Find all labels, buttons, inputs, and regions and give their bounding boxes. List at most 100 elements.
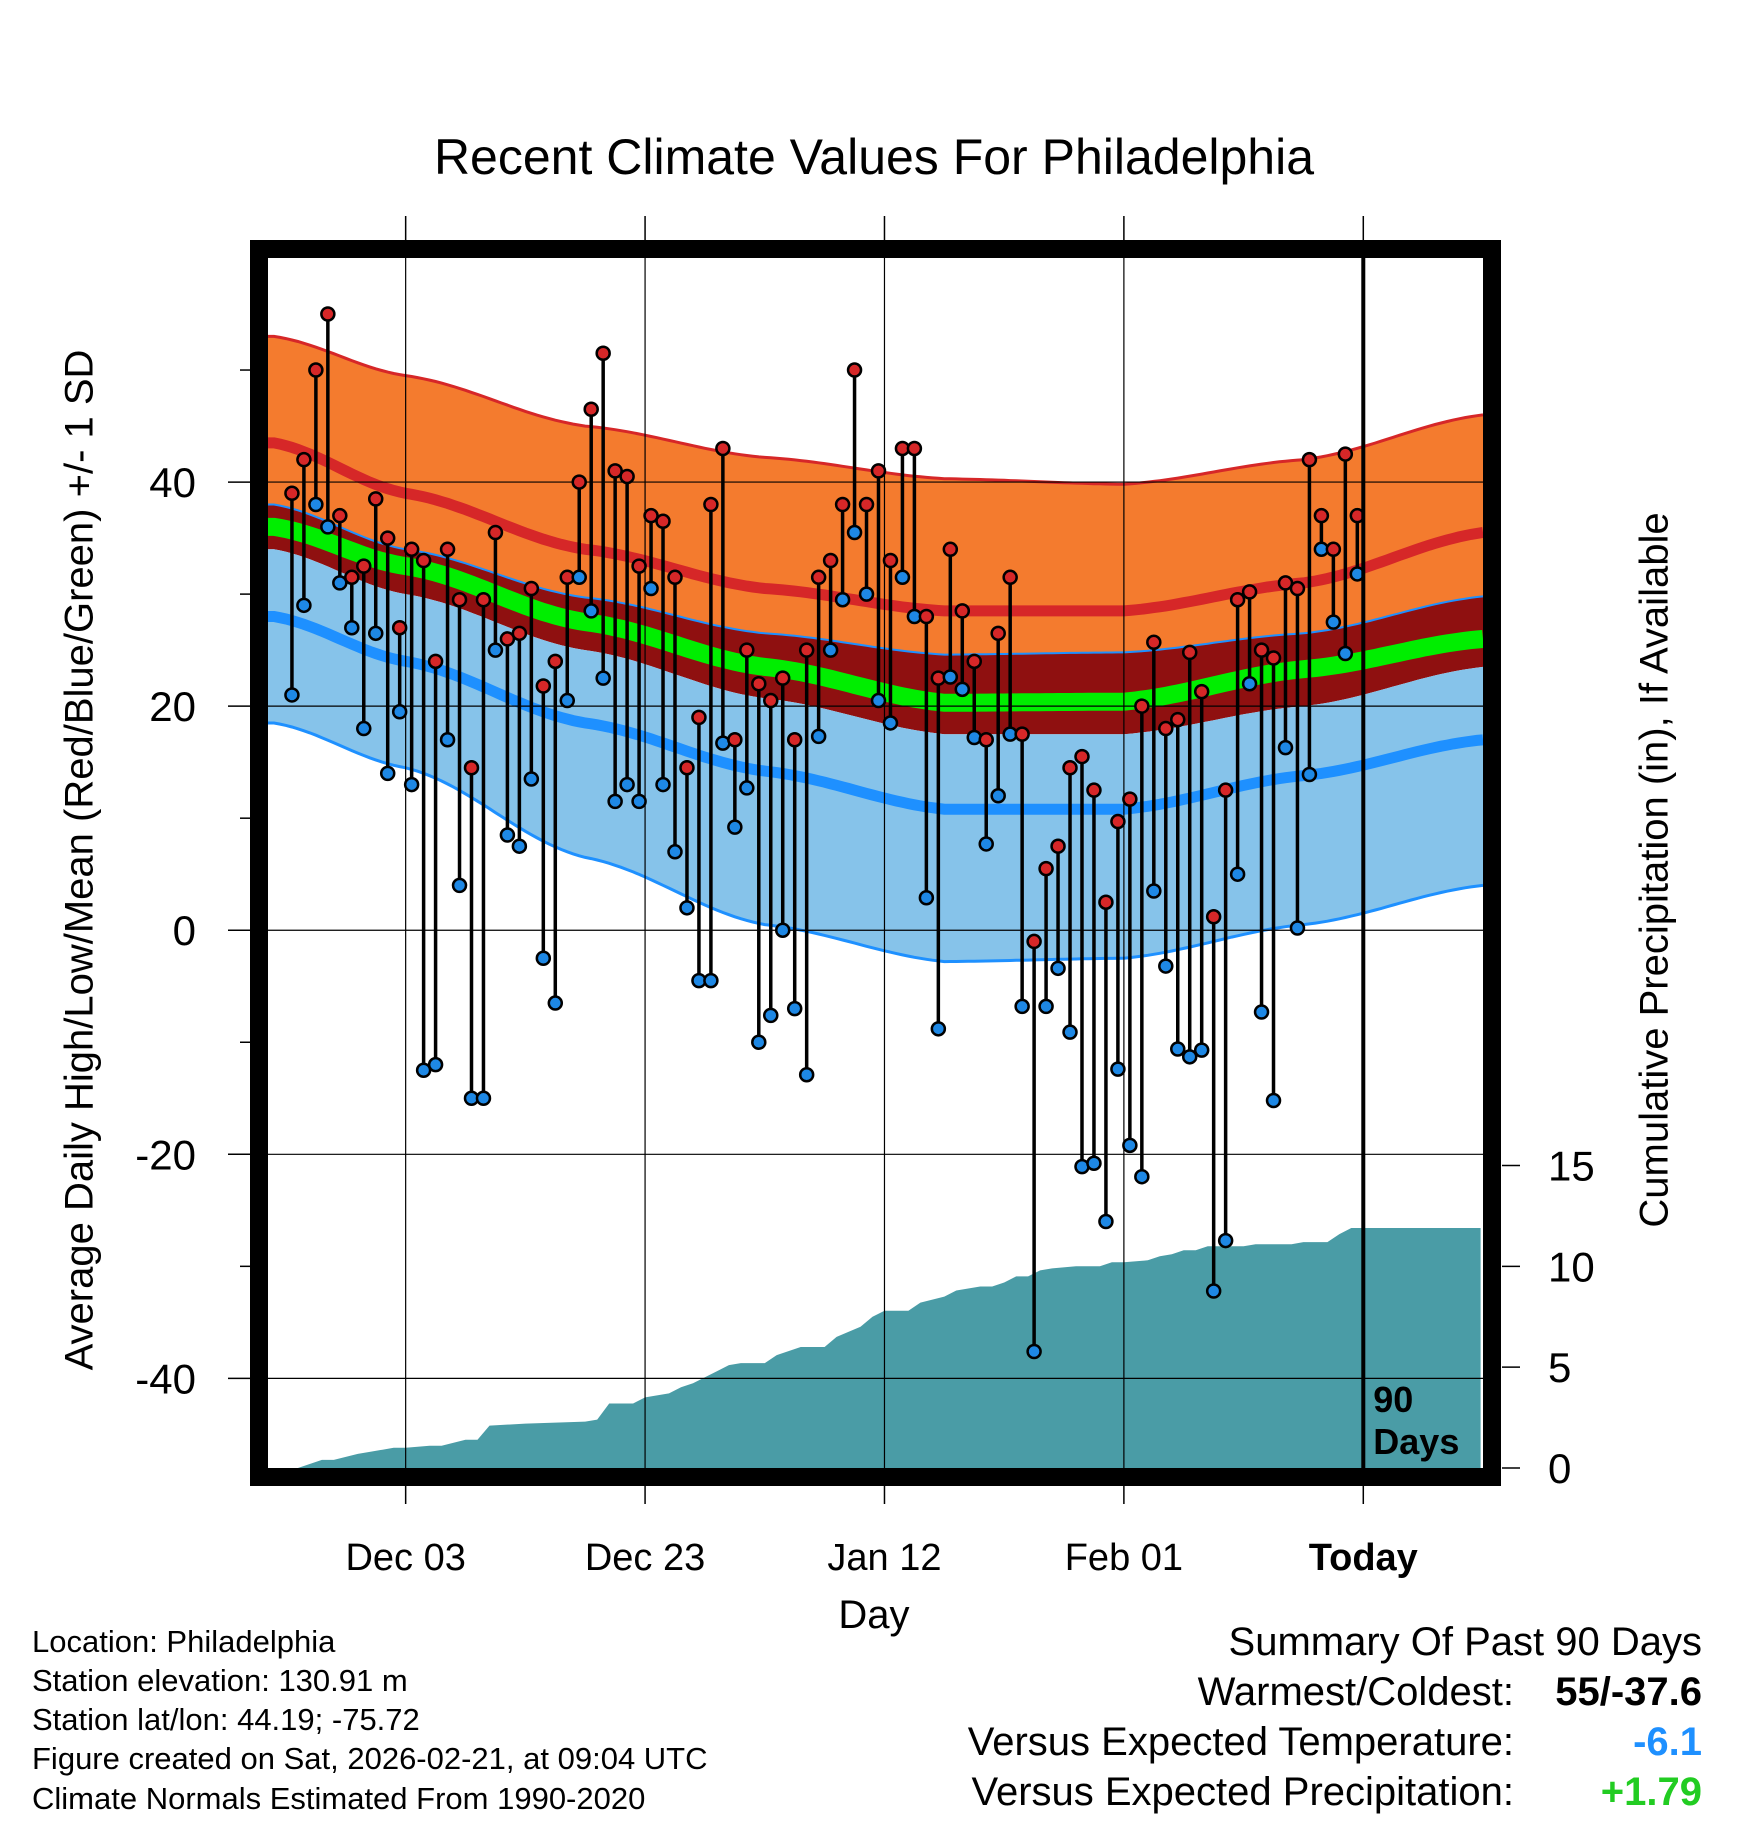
daily-low-point — [1098, 1213, 1114, 1230]
daily-high-point — [1325, 541, 1342, 558]
daily-low-point — [535, 950, 552, 966]
window-label-number: 90 — [1373, 1379, 1413, 1420]
daily-markers — [284, 306, 1366, 1360]
daily-low-point — [1301, 766, 1318, 783]
info-elevation: Station elevation: 130.91 m — [32, 1663, 408, 1698]
daily-low-point — [966, 729, 983, 746]
mean-upper-line — [268, 503, 1483, 656]
daily-low-point — [356, 720, 372, 737]
daily-low-point — [1229, 866, 1246, 882]
daily-low-point — [1146, 883, 1162, 899]
daily-low-point — [308, 496, 324, 513]
y-left-tick-label: -40 — [135, 1355, 196, 1402]
daily-high-point — [798, 642, 815, 658]
daily-high-point — [1122, 791, 1138, 807]
daily-high-point — [1265, 650, 1282, 666]
daily-low-point — [942, 669, 959, 685]
precip-label: Versus Expected Precipitation: — [971, 1770, 1514, 1814]
summary-temp: Versus Expected Temperature: -6.1 — [968, 1720, 1702, 1765]
daily-high-point — [739, 642, 755, 658]
daily-high-point — [379, 530, 396, 546]
daily-low-point — [882, 715, 899, 731]
daily-high-point — [1110, 813, 1126, 830]
daily-low-point — [1050, 960, 1066, 977]
daily-high-point — [703, 496, 719, 513]
daily-high-point — [727, 732, 743, 748]
y-right-tick-label: 0 — [1548, 1445, 1571, 1492]
daily-high-point — [810, 569, 827, 586]
y-left-tick-label: -20 — [135, 1131, 196, 1178]
temp-label: Versus Expected Temperature: — [967, 1720, 1514, 1764]
daily-high-point — [1146, 634, 1162, 651]
daily-high-point — [1170, 711, 1186, 728]
daily-low-point — [786, 1000, 803, 1017]
summary-title: Summary Of Past 90 Days — [1228, 1620, 1702, 1664]
daily-low-point — [344, 619, 360, 636]
daily-low-point — [1134, 1168, 1150, 1185]
precip-value: +1.79 — [1600, 1770, 1702, 1814]
warmest-coldest-value: 55/-37.6 — [1555, 1670, 1702, 1714]
daily-low-point — [547, 995, 564, 1011]
daily-high-point — [1205, 909, 1222, 925]
daily-low-point — [1170, 1041, 1186, 1057]
daily-high-point — [655, 513, 671, 530]
daily-high-point — [691, 709, 707, 726]
daily-high-point — [523, 580, 540, 597]
daily-low-point — [619, 776, 635, 793]
daily-high-point — [356, 558, 372, 574]
daily-low-point — [1110, 1061, 1126, 1077]
daily-low-point — [403, 776, 420, 793]
daily-high-point — [607, 463, 623, 479]
daily-low-point — [296, 597, 312, 614]
daily-low-point — [1014, 998, 1030, 1015]
daily-low-point — [978, 836, 994, 852]
daily-high-point — [1289, 580, 1306, 597]
daily-high-point — [763, 692, 779, 709]
daily-high-point — [284, 485, 300, 502]
x-axis-label: Day — [838, 1593, 909, 1637]
mean-outer-band — [268, 504, 1483, 735]
daily-low-point — [523, 771, 540, 787]
x-tick-label: Today — [1309, 1537, 1418, 1579]
daily-high-point — [1134, 698, 1150, 714]
daily-high-point — [571, 474, 587, 490]
daily-low-point — [846, 524, 863, 541]
daily-low-point — [739, 780, 755, 796]
daily-high-point — [296, 451, 312, 468]
daily-high-point — [978, 732, 994, 748]
daily-low-point — [870, 692, 887, 709]
daily-high-point — [595, 345, 611, 361]
daily-low-point — [954, 681, 971, 698]
daily-high-point — [858, 496, 875, 513]
daily-low-point — [894, 569, 911, 586]
daily-low-point — [774, 922, 791, 938]
daily-low-point — [763, 1007, 779, 1024]
warmest-coldest-label: Warmest/Coldest: — [1197, 1670, 1514, 1714]
daily-high-point — [1193, 683, 1210, 700]
daily-high-point — [1337, 446, 1354, 462]
daily-low-point — [1062, 1024, 1078, 1040]
daily-high-point — [1086, 782, 1102, 798]
daily-low-point — [1205, 1283, 1222, 1299]
daily-high-point — [846, 362, 863, 378]
y-right-tick-label: 5 — [1548, 1344, 1571, 1391]
daily-high-point — [463, 760, 480, 776]
y-right-tick-label: 15 — [1548, 1143, 1595, 1190]
daily-low-point — [834, 591, 851, 608]
daily-low-point — [918, 889, 935, 906]
y-left-tick-label: 20 — [149, 683, 196, 730]
daily-low-point — [990, 788, 1006, 804]
daily-high-point — [1229, 591, 1246, 608]
normal-mean-line — [268, 517, 1483, 712]
daily-low-point — [415, 1062, 432, 1079]
daily-low-point — [487, 642, 504, 658]
daily-low-point — [930, 1021, 947, 1037]
daily-high-point — [1050, 838, 1066, 854]
daily-high-point — [786, 732, 803, 748]
daily-high-point — [1074, 748, 1090, 765]
daily-high-point — [332, 507, 348, 524]
axes: -40 -20 0 20 40 0 5 10 15 Dec 03 Dec 23 Jan 12 Feb 0… — [135, 216, 1595, 1637]
daily-low-point — [607, 793, 623, 810]
daily-low-point — [284, 687, 300, 703]
